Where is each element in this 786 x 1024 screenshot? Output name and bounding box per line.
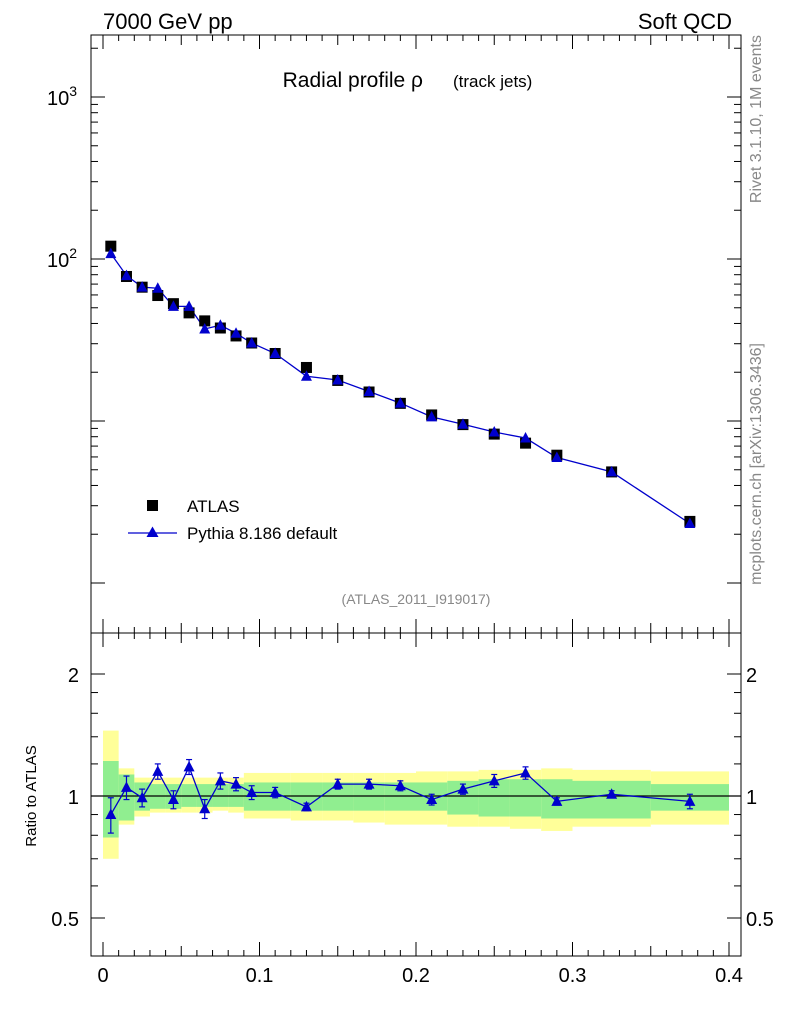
pythia-point [394, 397, 406, 408]
pythia-point [457, 418, 469, 429]
main-plot-area: 103 102 [47, 34, 742, 634]
ratio-point [332, 778, 344, 789]
rivet-label: Rivet 3.1.10, 1M events [748, 35, 765, 203]
pythia-point [684, 517, 696, 528]
ratio-line [110, 765, 690, 815]
atlas-point [183, 307, 195, 319]
pythia-point [300, 370, 312, 381]
ratio-point [684, 795, 696, 806]
header-right: Soft QCD [638, 9, 732, 34]
ratio-point [300, 800, 312, 812]
ratio-panel: Ratio to ATLAS 2 2 1 1 0.5 0.5 0 0.1 0.2 0.3 0.4 [23, 632, 774, 987]
pythia-point [105, 247, 117, 259]
main-panel: Radial profile ρ (track jets) (ATLAS_201… [47, 34, 742, 634]
legend-pythia-label: Pythia 8.186 default [187, 524, 338, 543]
analysis-label: (ATLAS_2011_I919017) [342, 591, 491, 607]
ratio-y-tick-label-right: 0.5 [746, 909, 774, 931]
chart-title: Radial profile ρ [283, 69, 423, 92]
ratio-ylabel: Ratio to ATLAS [23, 745, 40, 846]
pythia-point [332, 374, 344, 385]
ratio-y-tick-label-right: 2 [746, 665, 757, 687]
ratio-point [426, 793, 438, 805]
ratio-point [120, 781, 132, 792]
ratio-point [230, 778, 242, 789]
pythia-point [551, 451, 563, 463]
pythia-point [488, 426, 500, 437]
stat-band [509, 779, 542, 817]
header-left: 7000 GeV pp [103, 9, 233, 34]
ratio-x-tick-label: 0.4 [715, 965, 743, 987]
main-y-tick-label: 102 [47, 245, 77, 272]
ratio-point [246, 786, 258, 798]
ratio-point [136, 791, 148, 803]
legend-atlas-label: ATLAS [187, 497, 240, 516]
ratio-point [394, 779, 406, 791]
atlas-point [105, 240, 117, 252]
pythia-point [183, 300, 195, 311]
ratio-point [214, 774, 226, 786]
legend-pythia-marker [146, 526, 159, 537]
ratio-point [183, 760, 195, 772]
ratio-x-tick-label: 0 [97, 965, 108, 987]
atlas-point [300, 361, 312, 373]
main-frame [90, 34, 742, 634]
ratio-point [520, 766, 532, 778]
legend: ATLAS Pythia 8.186 default [128, 497, 338, 543]
pythia-point [246, 337, 258, 348]
ratio-plot-area: 2 2 1 1 0.5 0.5 0 0.1 0.2 0.3 0.4 [51, 632, 774, 987]
pythia-point [426, 410, 438, 422]
pythia-point [136, 281, 148, 292]
ratio-y-tick-label-right: 1 [746, 787, 757, 809]
ratio-x-tick-label: 0.1 [246, 965, 274, 987]
ratio-point [199, 802, 211, 814]
ratio-y-tick-label: 2 [68, 665, 79, 687]
atlas-point [520, 437, 532, 449]
ratio-x-tick-label: 0.3 [559, 965, 587, 987]
ratio-point [105, 808, 117, 820]
ratio-point [167, 793, 179, 805]
ratio-x-tick-label: 0.2 [402, 965, 430, 987]
legend-atlas-marker [147, 500, 158, 511]
pythia-point [199, 322, 211, 334]
pythia-point [520, 432, 532, 443]
pythia-point [167, 300, 179, 311]
ratio-point [488, 774, 500, 786]
main-y-tick-label: 103 [47, 83, 77, 110]
pythia-point [152, 282, 164, 293]
ratio-point [269, 786, 281, 798]
pythia-point [606, 465, 618, 477]
ratio-point [606, 788, 618, 799]
pythia-point [120, 269, 132, 281]
ratio-y-tick-label: 0.5 [51, 909, 79, 931]
pythia-point [269, 347, 281, 359]
ratio-point [457, 783, 469, 794]
pythia-line [110, 253, 691, 525]
pythia-point [214, 319, 226, 330]
pythia-point [363, 385, 375, 397]
ratio-point [551, 795, 563, 806]
stat-band [572, 780, 651, 819]
atlas-point [152, 290, 164, 302]
chart-subtitle: (track jets) [453, 72, 532, 91]
ratio-point [152, 765, 164, 776]
atlas-point [199, 315, 211, 327]
pythia-point [230, 327, 242, 338]
mcplots-label: mcplots.cern.ch [arXiv:1306.3436] [748, 343, 765, 585]
ratio-y-tick-label: 1 [68, 787, 79, 809]
ratio-point [363, 778, 375, 789]
